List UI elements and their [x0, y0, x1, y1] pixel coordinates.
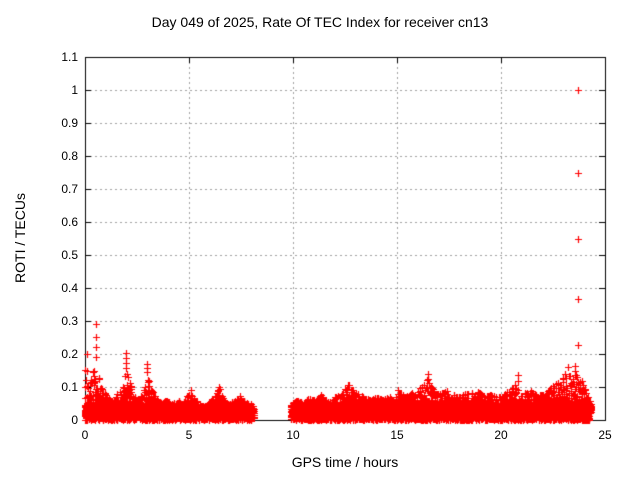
x-tick-label: 0	[81, 428, 89, 442]
x-tick-label: 25	[598, 428, 612, 442]
y-tick-label: 0	[71, 413, 78, 427]
y-tick-label: 0.6	[61, 215, 78, 229]
y-tick-label: 0.2	[61, 347, 78, 361]
y-axis-label: ROTI / TECUs	[12, 193, 28, 283]
y-tick-label: 0.1	[61, 380, 78, 394]
y-tick-label: 0.4	[61, 281, 78, 295]
y-tick-label: 0.9	[61, 116, 78, 130]
x-tick-label: 20	[494, 428, 508, 442]
x-axis-label: GPS time / hours	[291, 454, 399, 470]
x-tick-label: 5	[185, 428, 193, 442]
y-tick-label: 0.3	[61, 314, 78, 328]
y-tick-label: 0.7	[61, 182, 78, 196]
y-tick-label: 0.8	[61, 149, 78, 163]
y-tick-label: 0.5	[61, 248, 78, 262]
chart-title: Day 049 of 2025, Rate Of TEC Index for r…	[151, 14, 489, 30]
x-tick-label: 15	[390, 428, 404, 442]
x-tick-label: 10	[286, 428, 300, 442]
y-tick-label: 1.1	[61, 50, 78, 64]
y-tick-label: 1	[71, 83, 78, 97]
